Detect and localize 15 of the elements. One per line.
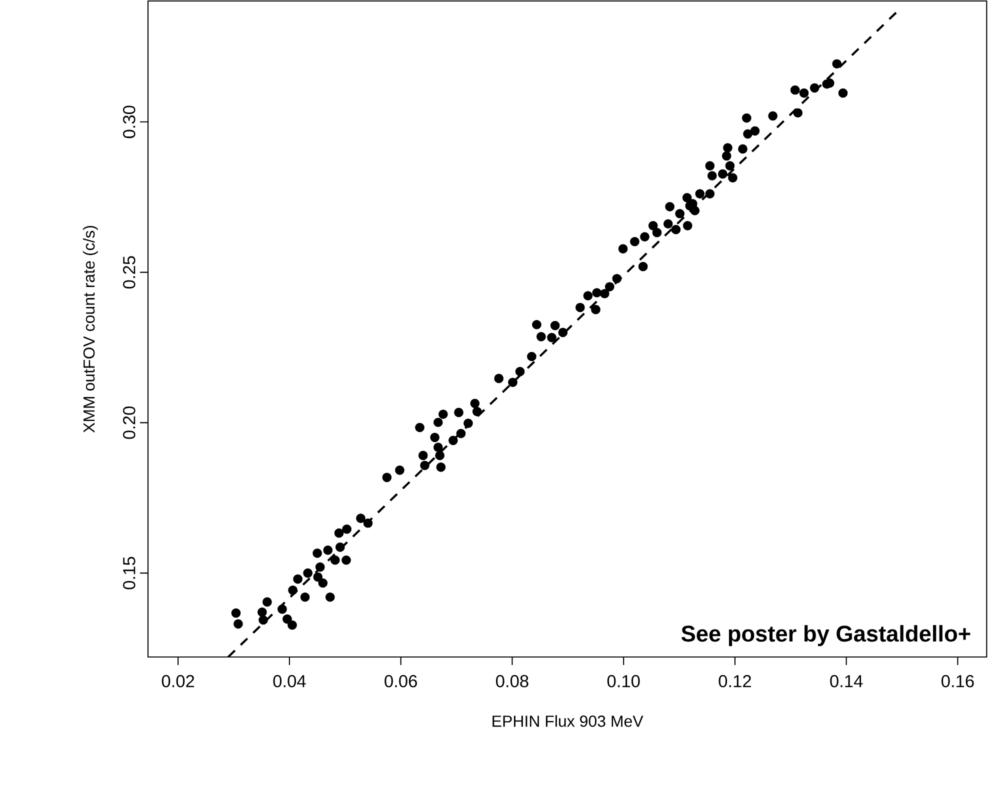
y-tick-label: 0.20 <box>123 406 136 439</box>
y-tick-label: 0.15 <box>123 556 136 590</box>
y-tick-label: 0.25 <box>123 256 136 288</box>
x-tick-label: 0.12 <box>718 675 751 688</box>
annotation: See poster by Gastaldello+ <box>681 625 970 646</box>
x-tick-label: 0.04 <box>273 675 306 688</box>
x-tick-label: 0.14 <box>830 675 863 688</box>
y-tick-label: 0.30 <box>123 106 136 138</box>
x-tick-label: 0.16 <box>942 675 974 688</box>
x-tick-label: 0.08 <box>496 675 528 688</box>
x-axis-title: EPHIN Flux 903 MeV <box>492 715 644 727</box>
y-axis-title: XMM outFOV count rate (c/s) <box>82 226 98 433</box>
x-tick-label: 0.10 <box>607 675 640 688</box>
x-tick-label: 0.02 <box>162 675 194 688</box>
x-tick-label: 0.06 <box>384 675 417 688</box>
